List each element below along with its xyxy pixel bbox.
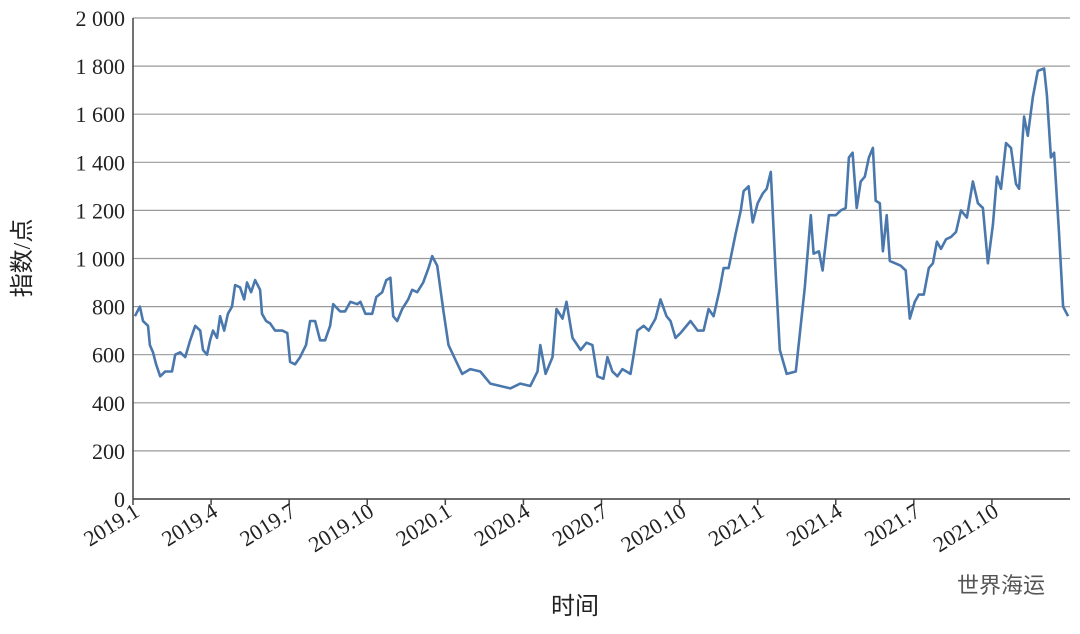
y-tick-label: 1 800 [76,54,126,79]
y-tick-label: 1 400 [76,150,126,175]
x-axis-title: 时间 [551,593,599,620]
y-tick-label: 600 [92,343,125,368]
y-tick-label: 800 [92,295,125,320]
x-tick-label: 2019.10 [304,498,378,557]
y-tick-label: 0 [114,487,125,512]
y-tick-label: 1 000 [76,247,126,272]
y-axis-title: 指数/点 [9,219,36,298]
y-tick-label: 1 600 [76,102,126,127]
y-tick-label: 2 000 [76,6,126,31]
x-tick-label: 2019.7 [235,498,300,551]
y-tick-label: 1 200 [76,198,126,223]
x-tick-label: 2020.10 [616,498,690,557]
x-tick-label: 2019.4 [157,498,222,551]
x-tick-label: 2019.1 [79,498,144,551]
x-tick-label: 2020.4 [470,498,535,551]
x-tick-label: 2020.7 [548,498,613,551]
x-tick-label: 2021.7 [860,498,925,551]
data-line [133,67,1070,390]
watermark: 世界海运 [957,574,1045,599]
y-tick-label: 200 [92,439,125,464]
x-tick-label: 2021.4 [782,498,847,551]
x-tick-label: 2021.10 [929,498,1003,557]
y-tick-label: 400 [92,391,125,416]
x-tick-label: 2021.1 [704,498,769,551]
x-tick-label: 2020.1 [391,498,456,551]
